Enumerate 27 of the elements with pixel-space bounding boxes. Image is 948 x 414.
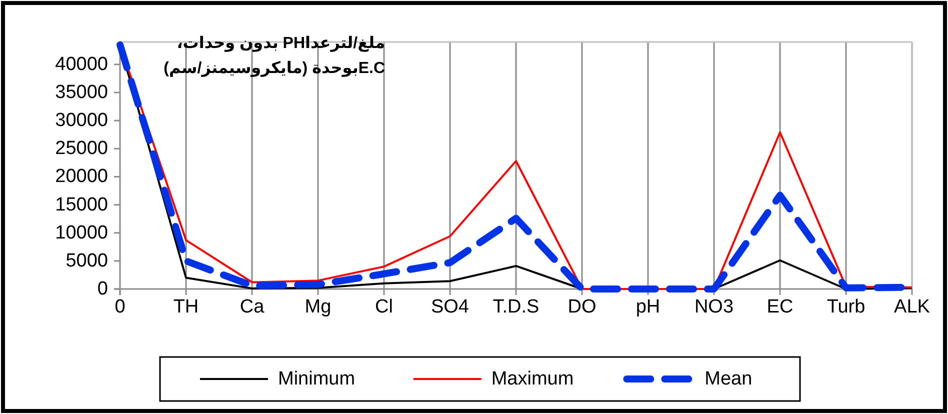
x-tick-label: 0 <box>114 296 126 318</box>
legend-label: Minimum <box>278 368 356 390</box>
y-tick-label: 25000 <box>55 138 108 160</box>
legend-label: Mean <box>704 368 752 390</box>
y-tick-label: 35000 <box>55 82 108 104</box>
x-tick-label: Cl <box>375 296 393 318</box>
x-tick-label: Mg <box>304 296 332 318</box>
x-tick-label: Ca <box>240 296 265 318</box>
x-tick-label: EC <box>766 296 794 318</box>
y-tick-label: 15000 <box>55 194 108 216</box>
legend-label: Maximum <box>491 368 574 390</box>
x-tick-label: NO3 <box>694 296 734 318</box>
x-tick-label: TH <box>173 296 199 318</box>
y-tick-label: 40000 <box>55 54 108 75</box>
x-tick-label: SO4 <box>430 296 470 318</box>
annotation: E.Cبوحدة (مايكروسيمنز/سم) <box>164 60 386 77</box>
y-tick-label: 20000 <box>55 166 108 188</box>
y-tick-label: 10000 <box>55 222 108 244</box>
y-tick-label: 30000 <box>55 110 108 132</box>
x-tick-label: pH <box>636 296 660 318</box>
annotation: ملغ/لترعداPH بدون وحدات، <box>176 35 385 52</box>
y-tick-label: 5000 <box>66 250 108 272</box>
x-tick-label: DO <box>568 296 596 318</box>
x-tick-label: T.D.S <box>492 296 540 318</box>
x-tick-label: ALK <box>894 296 930 318</box>
x-tick-label: Turb <box>826 296 866 318</box>
y-tick-label: 0 <box>97 278 108 300</box>
